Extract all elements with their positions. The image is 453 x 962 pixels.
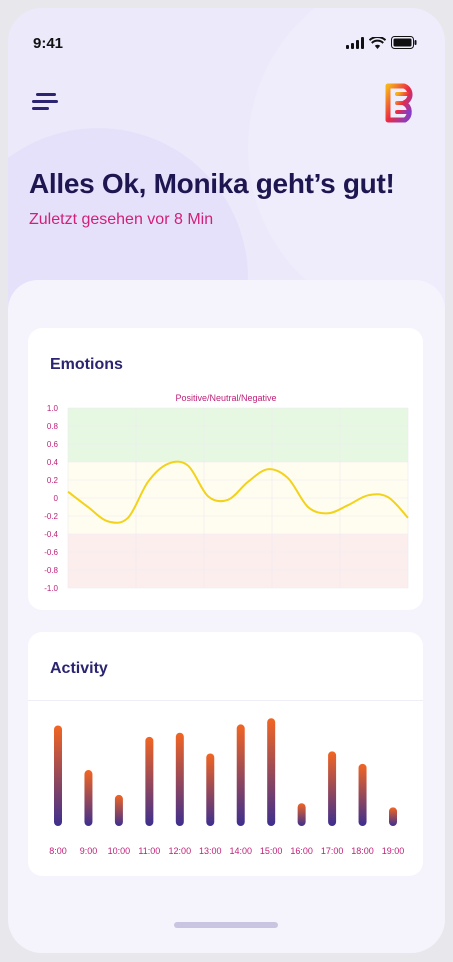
x-tick-label: 18:00 bbox=[351, 846, 374, 856]
y-tick-label: 0.4 bbox=[47, 458, 59, 467]
activity-bar bbox=[206, 753, 215, 826]
activity-bar bbox=[297, 803, 306, 826]
y-tick-label: -0.2 bbox=[44, 512, 58, 521]
last-seen-status: Zuletzt gesehen vor 8 Min bbox=[29, 211, 214, 228]
zone-positive bbox=[68, 408, 408, 462]
activity-bar bbox=[54, 725, 62, 826]
x-tick-label: 9:00 bbox=[80, 846, 98, 856]
emotion-line bbox=[67, 460, 409, 524]
y-tick-label: 0 bbox=[54, 494, 59, 503]
y-tick-label: -1.0 bbox=[44, 584, 58, 593]
activity-card: Activity 8:00 9:00 10:00 11:00 12:00 13:00 14:… bbox=[28, 632, 423, 876]
y-tick-label: -0.8 bbox=[44, 566, 58, 575]
activity-chart: 8:00 9:00 10:00 11:00 12:00 13:00 14:00 15:00 16… bbox=[49, 718, 405, 856]
wifi-icon bbox=[369, 36, 386, 49]
x-tick-label: 14:00 bbox=[229, 846, 252, 856]
emotions-chart: Positive/Neutral/Negative 1.0 0.8 0.6 0.4 0.… bbox=[44, 393, 409, 593]
x-tick-label: 10:00 bbox=[108, 846, 131, 856]
y-tick-label: -0.6 bbox=[44, 548, 58, 557]
home-indicator[interactable] bbox=[174, 922, 278, 928]
y-tick-label: 0.2 bbox=[47, 476, 59, 485]
x-tick-label: 17:00 bbox=[321, 846, 344, 856]
activity-bar bbox=[358, 763, 367, 826]
status-time: 9:41 bbox=[33, 35, 64, 52]
y-tick-label: 0.8 bbox=[47, 422, 59, 431]
x-tick-label: 16:00 bbox=[290, 846, 313, 856]
activity-bar bbox=[84, 770, 93, 826]
activity-title: Activity bbox=[50, 660, 108, 677]
x-tick-label: 13:00 bbox=[199, 846, 222, 856]
divider bbox=[28, 700, 423, 701]
phone-screen: 9:41 bbox=[8, 8, 445, 953]
status-bar: 9:41 bbox=[8, 8, 445, 68]
x-tick-label: 19:00 bbox=[382, 846, 405, 856]
activity-bar bbox=[145, 736, 154, 826]
page-title: Alles Ok, Monika geht’s gut! bbox=[29, 168, 395, 199]
content-sheet: Emotions Positive/Neutral/Negative 1.0 0.… bbox=[8, 280, 445, 953]
brand-logo-icon bbox=[385, 83, 413, 123]
signal-icon bbox=[346, 36, 364, 49]
activity-bar bbox=[114, 794, 123, 826]
emotions-card: Emotions Positive/Neutral/Negative 1.0 0.… bbox=[28, 328, 423, 610]
emotions-title: Emotions bbox=[50, 356, 123, 373]
menu-button[interactable] bbox=[30, 90, 60, 114]
x-tick-label: 12:00 bbox=[169, 846, 192, 856]
activity-bar bbox=[175, 732, 184, 826]
activity-bar bbox=[236, 724, 245, 826]
y-tick-label: 1.0 bbox=[47, 404, 59, 413]
x-tick-label: 11:00 bbox=[138, 846, 160, 856]
activity-bar bbox=[389, 807, 397, 826]
activity-bar bbox=[328, 751, 337, 826]
status-icons bbox=[346, 36, 417, 49]
menu-lines-icon bbox=[32, 93, 58, 110]
x-tick-label: 8:00 bbox=[49, 846, 67, 856]
y-tick-label: -0.4 bbox=[44, 530, 58, 539]
zone-negative bbox=[68, 534, 408, 588]
chart-title: Positive/Neutral/Negative bbox=[175, 393, 276, 403]
x-tick-label: 15:00 bbox=[260, 846, 283, 856]
battery-icon bbox=[391, 36, 417, 49]
brand-logo bbox=[384, 82, 420, 124]
activity-bar bbox=[267, 718, 276, 826]
y-tick-label: 0.6 bbox=[47, 440, 59, 449]
